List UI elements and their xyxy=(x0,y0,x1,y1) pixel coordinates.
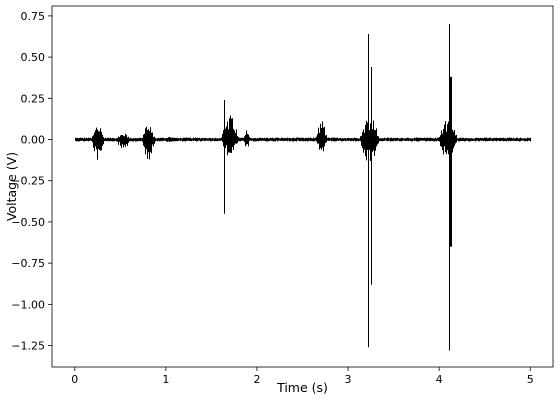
x-tick-label: 3 xyxy=(345,373,352,386)
y-tick-label: −0.75 xyxy=(11,257,45,270)
x-tick-label: 5 xyxy=(527,373,534,386)
y-tick-label: −1.25 xyxy=(11,340,45,353)
series-group xyxy=(75,24,531,351)
y-axis-label: Voltage (V) xyxy=(4,152,19,221)
x-tick-label: 2 xyxy=(253,373,260,386)
y-tick-label: −0.25 xyxy=(11,175,45,188)
x-tick-label: 1 xyxy=(162,373,169,386)
y-tick-label: 0.00 xyxy=(21,134,46,147)
y-tick-label: 0.75 xyxy=(21,10,46,23)
x-tick-label: 4 xyxy=(436,373,443,386)
plot-frame xyxy=(51,5,554,368)
x-axis-label: Time (s) xyxy=(276,380,328,395)
voltage-series-line xyxy=(75,24,531,351)
x-tick-label: 0 xyxy=(71,373,78,386)
y-tick-label: −1.00 xyxy=(11,298,45,311)
y-tick-label: −0.50 xyxy=(11,216,45,229)
y-tick-label: 0.50 xyxy=(21,51,46,64)
y-tick-label: 0.25 xyxy=(21,92,46,105)
y-axis: 0.75 0.50 0.25 0.00 −0.25 −0.50 −0.75 −1.00 −1.2… xyxy=(11,10,52,353)
x-axis: 0 1 2 3 4 5 xyxy=(71,367,534,386)
